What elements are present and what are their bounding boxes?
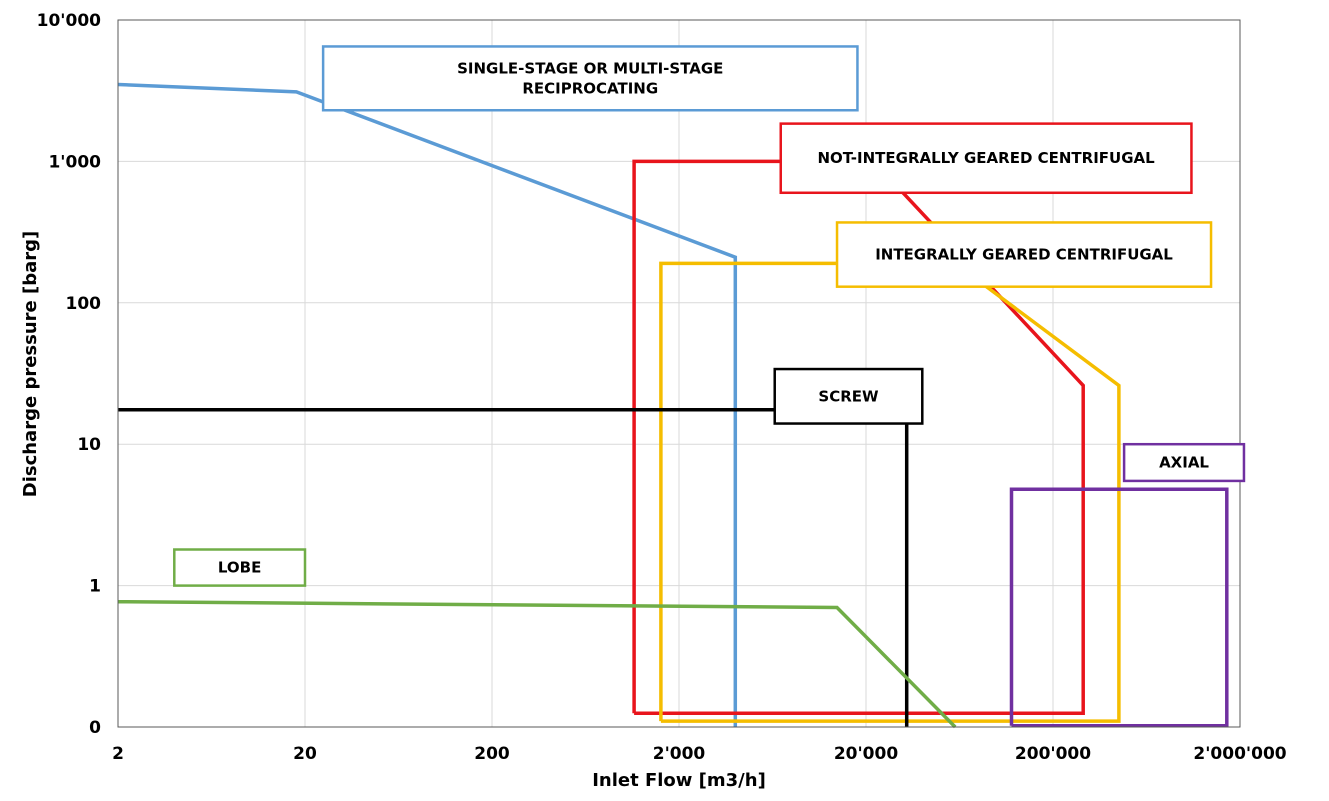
y-tick-label: 0 [89,718,101,738]
series-reciprocating-line [117,82,738,727]
legend-box-axial-frame [1122,442,1246,483]
y-tick-label: 1'000 [48,152,101,172]
y-axis-title: Discharge pressure [barg] [20,231,41,498]
legend-label-reciprocating: SINGLE-STAGE OR MULTI-STAGE [457,59,723,77]
legend-label-integrally_geared: INTEGRALLY GEARED CENTRIFUGAL [875,246,1173,264]
legend-box-integrally_geared: INTEGRALLY GEARED CENTRIFUGAL [835,221,1213,288]
x-tick-label: 2'000'000 [1193,744,1286,764]
series-integrally_geared-line [659,261,1121,723]
legend-box-reciprocating-frame [321,45,859,112]
y-tick-label: 10'000 [37,11,102,31]
legend-box-screw-frame [773,367,924,425]
legend-box-integrally_geared-frame [835,221,1213,288]
legend-box-screw: SCREW [773,367,924,425]
y-tick-label: 10 [77,435,101,455]
label-layer: SINGLE-STAGE OR MULTI-STAGE RECIPROCATING… [173,45,1246,587]
y-tick-label: 1 [89,577,101,597]
legend-label-not_integrally_geared: NOT-INTEGRALLY GEARED CENTRIFUGAL [817,149,1155,167]
legend-box-lobe-frame [173,548,307,587]
x-tick-label: 200'000 [1015,744,1091,764]
plot-border [117,19,1241,728]
x-tick-label: 20'000 [834,744,899,764]
legend-box-not_integrally_geared: NOT-INTEGRALLY GEARED CENTRIFUGAL [779,122,1193,195]
legend-box-not_integrally_geared-frame [779,122,1193,195]
legend-label-lobe: LOBE [218,559,261,577]
x-tick-label: 2 [112,744,124,764]
legend-label-screw: SCREW [818,387,879,405]
y-tick-label: 100 [66,294,102,314]
tick-layer: 2 20 200 2'000 20'000 200'000 2'000'000 0 1 10 100… [37,11,1287,764]
x-tick-label: 200 [474,744,510,764]
x-axis-title: Inlet Flow [m3/h] [592,770,766,791]
x-tick-label: 2'000 [653,744,706,764]
legend-label-axial: AXIAL [1159,454,1209,472]
legend-box-lobe: LOBE [173,548,307,587]
legend-box-reciprocating: SINGLE-STAGE OR MULTI-STAGE RECIPROCATING [321,45,859,112]
legend-box-axial: AXIAL [1122,442,1246,483]
series-axial-line [1009,487,1229,728]
series-lobe-line [117,599,957,729]
legend-label-reciprocating: RECIPROCATING [522,79,658,97]
x-tick-label: 20 [293,744,317,764]
